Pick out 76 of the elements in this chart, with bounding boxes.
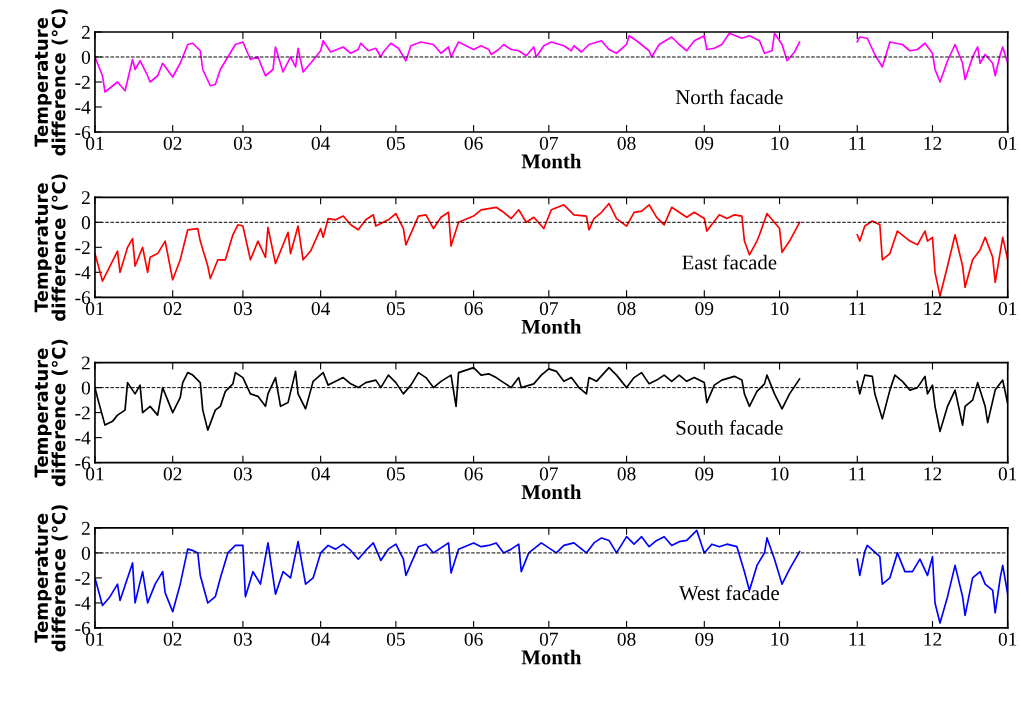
x-tick-label: 04 [311, 136, 331, 150]
annotation: East facade [682, 254, 777, 270]
y-tick-label: -4 [75, 100, 91, 114]
x-axis-title: Month [521, 153, 582, 169]
y-tick-label: 0 [81, 50, 91, 64]
x-tick-label: 01 [998, 632, 1017, 646]
x-tick-label: 08 [617, 632, 636, 646]
x-tick-label: 05 [386, 302, 405, 316]
y-tick-label: 2 [81, 25, 90, 39]
x-tick-label: 09 [695, 632, 714, 646]
y-tick-label: 2 [81, 356, 90, 370]
x-tick-label: 07 [539, 302, 558, 316]
y-axis-title: Temperature difference (℃) [34, 505, 68, 652]
x-tick-label: 10 [771, 302, 789, 316]
x-tick-label: 02 [163, 302, 182, 316]
x-tick-label: 04 [311, 302, 331, 316]
y-tick-label: -2 [75, 75, 90, 89]
x-tick-label: 12 [924, 136, 942, 150]
x-tick-label: 11 [849, 136, 866, 150]
x-tick-label: 01 [998, 136, 1017, 150]
x-tick-label: 04 [311, 467, 331, 481]
x-tick-label: 05 [386, 632, 405, 646]
x-tick-label: 10 [771, 467, 789, 481]
x-tick-label: 07 [539, 136, 558, 150]
y-tick-label: -4 [75, 431, 91, 445]
x-tick-label: 03 [233, 136, 252, 150]
x-tick-label: 01 [998, 302, 1017, 316]
y-tick-label: 0 [81, 546, 91, 560]
y-axis-title: Temperature difference (℃) [34, 9, 68, 156]
y-tick-label: -2 [75, 241, 90, 255]
y-tick-label: -4 [75, 266, 91, 280]
x-tick-label: 08 [617, 467, 636, 481]
x-tick-label: 08 [617, 136, 636, 150]
x-tick-label: 09 [695, 136, 714, 150]
annotation: West facade [679, 585, 779, 601]
x-tick-label: 07 [539, 632, 558, 646]
x-tick-label: 02 [163, 136, 182, 150]
x-tick-label: 05 [386, 467, 405, 481]
x-tick-label: 03 [233, 632, 252, 646]
annotation: South facade [676, 419, 783, 435]
x-tick-label: 01 [998, 467, 1017, 481]
x-tick-label: 06 [464, 467, 483, 481]
x-tick-label: 02 [163, 632, 182, 646]
x-tick-label: 12 [924, 302, 942, 315]
x-tick-label: 06 [464, 302, 483, 316]
y-tick-label: 2 [81, 521, 90, 535]
x-tick-label: 10 [771, 632, 789, 646]
y-tick-label: 2 [81, 191, 90, 205]
x-tick-label: 08 [617, 302, 636, 316]
x-tick-label: 11 [849, 632, 866, 646]
y-tick-label: -2 [75, 571, 90, 585]
x-tick-label: 06 [464, 136, 483, 150]
x-tick-label: 04 [311, 632, 331, 646]
x-axis-title: Month [521, 484, 582, 500]
y-tick-label: -4 [75, 596, 91, 610]
x-tick-label: 12 [924, 632, 942, 646]
x-tick-label: 11 [849, 302, 866, 315]
y-axis-title: Temperature difference (℃) [34, 339, 68, 487]
x-tick-label: 03 [233, 467, 252, 481]
y-tick-label: -2 [75, 406, 90, 420]
x-tick-label: 11 [849, 467, 866, 481]
y-tick-label: 0 [81, 216, 91, 230]
x-axis-title: Month [521, 649, 582, 665]
x-tick-label: 06 [464, 632, 483, 646]
y-tick-label: 0 [81, 381, 91, 395]
x-tick-label: 10 [771, 136, 789, 150]
x-tick-label: 09 [695, 467, 714, 481]
x-tick-label: 09 [695, 302, 714, 316]
x-tick-label: 03 [233, 302, 252, 316]
y-axis-title: Temperature difference (℃) [34, 174, 68, 321]
x-tick-label: 05 [386, 136, 405, 150]
x-tick-label: 12 [924, 467, 942, 481]
annotation: North facade [675, 89, 783, 105]
x-axis-title: Month [521, 319, 582, 334]
x-tick-label: 07 [539, 467, 558, 481]
x-tick-label: 02 [163, 467, 182, 481]
